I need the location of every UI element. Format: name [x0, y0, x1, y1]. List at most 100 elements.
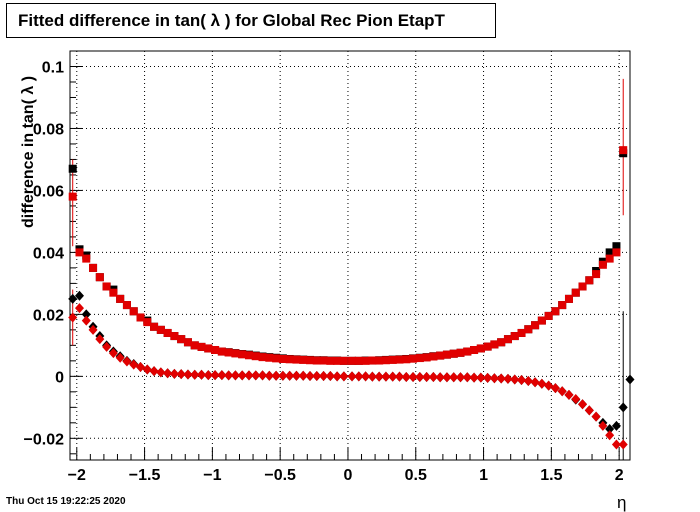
- diamond-marker: [503, 373, 513, 384]
- square-marker: [272, 354, 281, 363]
- square-marker: [231, 349, 240, 358]
- error-bars: [72, 78, 631, 460]
- square-marker: [517, 328, 526, 337]
- data-markers: [68, 146, 635, 450]
- diamond-marker: [605, 424, 615, 435]
- x-tick-label: 0: [344, 467, 353, 484]
- square-marker: [436, 351, 445, 360]
- diamond-marker: [102, 341, 112, 352]
- diamond-marker: [530, 377, 540, 388]
- square-marker: [299, 355, 308, 364]
- square-marker: [143, 318, 152, 327]
- square-marker: [95, 273, 104, 282]
- square-marker: [429, 352, 438, 361]
- axis-ticks: [70, 65, 620, 460]
- chart-title: Fitted difference in tan( λ ) for Global…: [6, 3, 496, 38]
- diamond-marker: [537, 378, 547, 389]
- square-marker: [278, 354, 287, 363]
- diamond-marker: [81, 315, 91, 326]
- square-marker: [251, 352, 260, 361]
- diamond-marker: [264, 370, 274, 381]
- diamond-marker: [278, 370, 288, 381]
- grid: [70, 51, 630, 460]
- square-marker: [605, 248, 614, 257]
- diamond-marker: [462, 372, 472, 383]
- diamond-marker: [510, 374, 520, 385]
- square-marker: [409, 354, 418, 363]
- diamond-marker: [469, 372, 479, 383]
- diamond-marker: [618, 402, 628, 413]
- square-marker: [122, 301, 131, 310]
- square-marker: [354, 356, 363, 365]
- diamond-marker: [258, 370, 268, 381]
- y-tick-label: 0.04: [33, 245, 64, 262]
- square-marker: [224, 348, 233, 357]
- diamond-marker: [95, 334, 105, 345]
- diamond-marker: [251, 370, 261, 381]
- square-marker: [68, 192, 77, 201]
- diamond-marker: [611, 439, 621, 450]
- square-marker: [571, 288, 580, 297]
- diamond-marker: [591, 411, 601, 422]
- diamond-marker: [367, 371, 377, 382]
- square-marker: [183, 338, 192, 347]
- diamond-marker: [176, 369, 186, 380]
- square-marker: [463, 347, 472, 356]
- square-marker: [265, 353, 274, 362]
- square-marker: [476, 344, 485, 353]
- square-marker: [612, 242, 621, 251]
- square-marker: [238, 350, 247, 359]
- diamond-marker: [210, 370, 220, 381]
- y-tick-label: 0: [55, 369, 64, 386]
- diamond-marker: [408, 371, 418, 382]
- diamond-marker: [115, 352, 125, 363]
- square-marker: [306, 356, 314, 365]
- square-marker: [116, 294, 125, 303]
- square-marker: [368, 356, 377, 365]
- diamond-marker: [156, 367, 166, 378]
- diamond-marker: [74, 303, 84, 314]
- square-marker: [558, 301, 567, 310]
- square-marker: [339, 356, 348, 365]
- diamond-marker: [68, 293, 78, 304]
- diamond-marker: [598, 420, 608, 431]
- diamond-marker: [415, 371, 425, 382]
- square-marker: [578, 282, 587, 291]
- diamond-marker: [611, 420, 621, 431]
- diamond-marker: [381, 371, 391, 382]
- square-marker: [483, 342, 492, 351]
- diamond-marker: [339, 371, 349, 382]
- square-marker: [605, 254, 614, 263]
- square-marker: [598, 260, 607, 269]
- diamond-marker: [347, 371, 357, 382]
- square-marker: [537, 316, 546, 325]
- diamond-marker: [163, 368, 173, 379]
- diamond-marker: [523, 375, 533, 386]
- square-marker: [531, 321, 540, 330]
- y-tick-label: 0.08: [33, 121, 64, 138]
- x-tick-label: −1: [203, 467, 221, 484]
- diamond-marker: [169, 368, 179, 379]
- diamond-marker: [361, 371, 371, 382]
- y-tick-label: −0.02: [24, 431, 65, 448]
- square-marker: [68, 164, 77, 173]
- square-marker: [470, 346, 479, 355]
- diamond-marker: [122, 356, 132, 367]
- x-tick-label: −0.5: [264, 467, 296, 484]
- diamond-marker: [442, 372, 452, 383]
- diamond-marker: [183, 369, 193, 380]
- diamond-marker: [605, 430, 615, 441]
- square-marker: [109, 288, 118, 297]
- square-marker: [204, 344, 213, 353]
- square-marker: [285, 355, 294, 364]
- diamond-marker: [428, 371, 438, 382]
- x-tick-label: 0.5: [405, 467, 427, 484]
- timestamp: Thu Oct 15 19:22:25 2020: [6, 496, 126, 507]
- square-marker: [75, 248, 84, 257]
- diamond-marker: [298, 370, 308, 381]
- square-marker: [319, 356, 328, 365]
- x-tick-label: −1.5: [129, 467, 161, 484]
- x-tick-label: 1: [479, 467, 488, 484]
- square-marker: [612, 248, 621, 257]
- diamond-marker: [517, 375, 527, 386]
